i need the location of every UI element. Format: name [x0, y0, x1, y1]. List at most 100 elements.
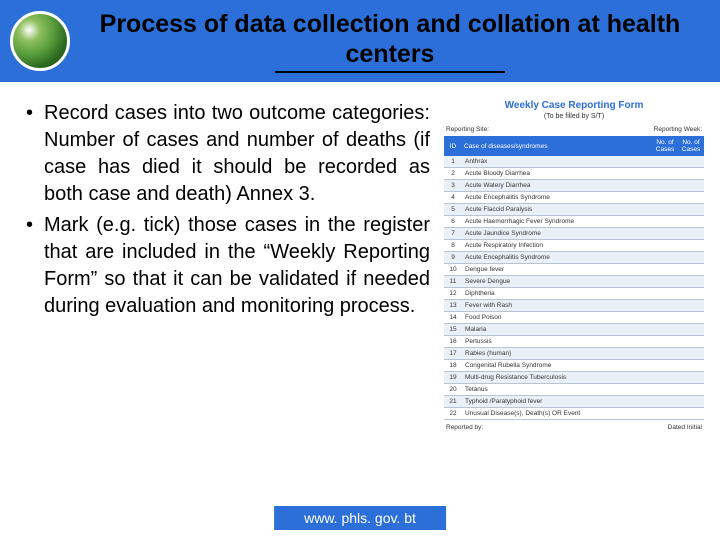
form-meta-right: Reporting Week: — [654, 126, 702, 133]
cell-n1 — [652, 204, 678, 216]
cell-n1 — [652, 264, 678, 276]
cell-n1 — [652, 228, 678, 240]
cell-name: Rabies (human) — [462, 348, 652, 360]
cell-name: Acute Haemorrhagic Fever Syndrome — [462, 216, 652, 228]
cell-n1 — [652, 384, 678, 396]
th-cases1: No. of Cases — [652, 136, 678, 156]
cell-name: Acute Flaccid Paralysis — [462, 204, 652, 216]
table-row: 18Congenital Rubella Syndrome — [444, 360, 704, 372]
th-name: Case of diseases/syndromes — [462, 136, 652, 156]
cell-n1 — [652, 168, 678, 180]
cell-n2 — [678, 180, 704, 192]
cell-n2 — [678, 312, 704, 324]
form-table: ID Case of diseases/syndromes No. of Cas… — [444, 136, 704, 420]
cell-n1 — [652, 252, 678, 264]
table-row: 17Rabies (human) — [444, 348, 704, 360]
bullet-item: Mark (e.g. tick) those cases in the regi… — [22, 212, 430, 320]
table-row: 11Severe Dengue — [444, 276, 704, 288]
cell-name: Diphtheria — [462, 288, 652, 300]
cell-id: 10 — [444, 264, 462, 276]
cell-n1 — [652, 192, 678, 204]
cell-id: 9 — [444, 252, 462, 264]
table-row: 7Acute Jaundice Syndrome — [444, 228, 704, 240]
cell-name: Anthrax — [462, 156, 652, 168]
cell-name: Acute Encephalitis Syndrome — [462, 192, 652, 204]
cell-name: Unusual Disease(s), Death(s) OR Event — [462, 408, 652, 420]
cell-id: 18 — [444, 360, 462, 372]
cell-id: 6 — [444, 216, 462, 228]
cell-n1 — [652, 300, 678, 312]
table-row: 22Unusual Disease(s), Death(s) OR Event — [444, 408, 704, 420]
form-title: Weekly Case Reporting Form — [444, 100, 704, 111]
cell-name: Dengue fever — [462, 264, 652, 276]
cell-n2 — [678, 300, 704, 312]
table-row: 3Acute Watery Diarrhea — [444, 180, 704, 192]
cell-n2 — [678, 276, 704, 288]
table-row: 1Anthrax — [444, 156, 704, 168]
table-row: 15Malaria — [444, 324, 704, 336]
table-row: 9Acute Encephalitis Syndrome — [444, 252, 704, 264]
content-area: Record cases into two outcome categories… — [0, 82, 720, 431]
cell-n2 — [678, 384, 704, 396]
cell-id: 5 — [444, 204, 462, 216]
cell-n2 — [678, 336, 704, 348]
cell-name: Fever with Rash — [462, 300, 652, 312]
cell-name: Acute Watery Diarrhea — [462, 180, 652, 192]
cell-id: 11 — [444, 276, 462, 288]
th-id: ID — [444, 136, 462, 156]
form-meta-row: Reporting Site: Reporting Week: — [444, 126, 704, 133]
title-underline — [275, 71, 505, 73]
cell-n2 — [678, 252, 704, 264]
cell-n1 — [652, 408, 678, 420]
table-row: 16Pertussis — [444, 336, 704, 348]
cell-n2 — [678, 240, 704, 252]
cell-id: 12 — [444, 288, 462, 300]
cell-name: Pertussis — [462, 336, 652, 348]
cell-id: 7 — [444, 228, 462, 240]
table-row: 5Acute Flaccid Paralysis — [444, 204, 704, 216]
cell-id: 14 — [444, 312, 462, 324]
cell-name: Severe Dengue — [462, 276, 652, 288]
cell-id: 22 — [444, 408, 462, 420]
cell-n2 — [678, 288, 704, 300]
table-row: 21Typhoid /Paratyphoid fever — [444, 396, 704, 408]
footer-url: www. phls. gov. bt — [274, 506, 446, 530]
cell-n2 — [678, 360, 704, 372]
cell-n1 — [652, 336, 678, 348]
cell-n1 — [652, 396, 678, 408]
table-row: 2Acute Bloody Diarrhea — [444, 168, 704, 180]
cell-n1 — [652, 180, 678, 192]
cell-id: 16 — [444, 336, 462, 348]
cell-id: 4 — [444, 192, 462, 204]
cell-n1 — [652, 348, 678, 360]
cell-n2 — [678, 216, 704, 228]
slide-header: Process of data collection and collation… — [0, 0, 720, 82]
bullet-list: Record cases into two outcome categories… — [22, 100, 430, 431]
th-cases2: No. of Cases — [678, 136, 704, 156]
cell-name: Tetanus — [462, 384, 652, 396]
cell-id: 1 — [444, 156, 462, 168]
table-row: 6Acute Haemorrhagic Fever Syndrome — [444, 216, 704, 228]
slide-title: Process of data collection and collation… — [70, 9, 710, 69]
cell-id: 15 — [444, 324, 462, 336]
cell-n2 — [678, 324, 704, 336]
cell-n1 — [652, 216, 678, 228]
form-footer-left: Reported by: — [446, 424, 483, 431]
cell-n2 — [678, 348, 704, 360]
table-row: 14Food Poison — [444, 312, 704, 324]
cell-n2 — [678, 192, 704, 204]
cell-n1 — [652, 312, 678, 324]
cell-n2 — [678, 264, 704, 276]
cell-id: 19 — [444, 372, 462, 384]
logo-icon — [10, 11, 70, 71]
cell-id: 13 — [444, 300, 462, 312]
cell-id: 17 — [444, 348, 462, 360]
cell-name: Acute Bloody Diarrhea — [462, 168, 652, 180]
cell-n1 — [652, 288, 678, 300]
cell-n1 — [652, 240, 678, 252]
table-row: 19Multi-drug Resistance Tuberculosis — [444, 372, 704, 384]
cell-id: 20 — [444, 384, 462, 396]
cell-n1 — [652, 324, 678, 336]
table-row: 8Acute Respiratory Infection — [444, 240, 704, 252]
cell-n2 — [678, 228, 704, 240]
